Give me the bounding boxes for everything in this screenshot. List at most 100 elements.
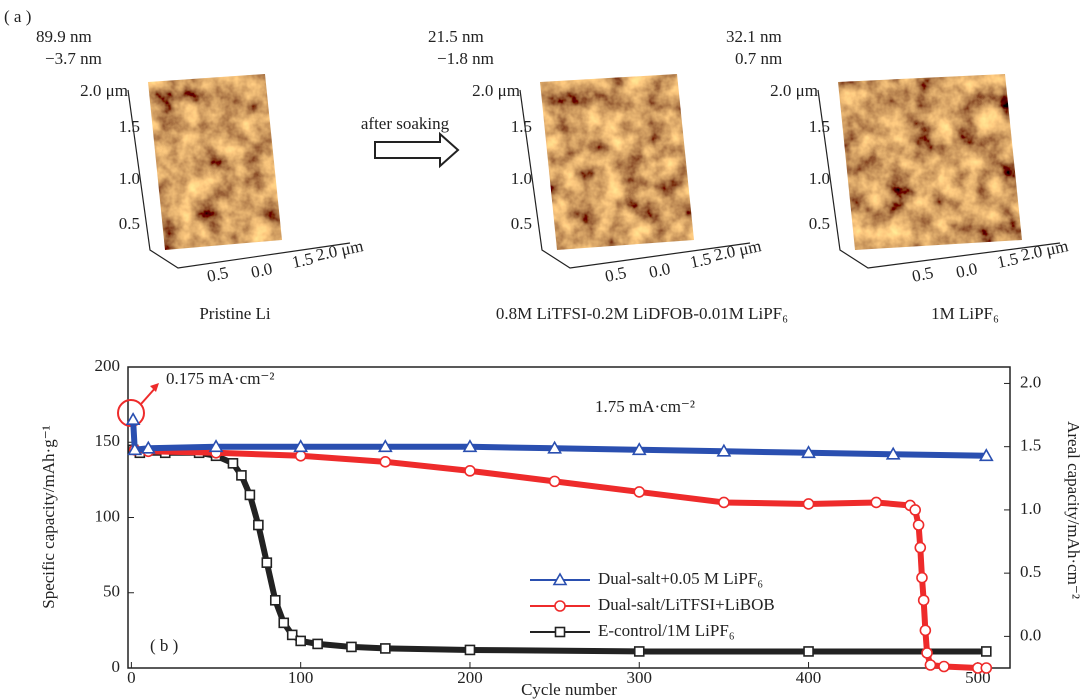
- x-axis-title: Cycle number: [521, 680, 617, 699]
- marker: [718, 496, 730, 509]
- y-tick-label: 1.0: [511, 169, 532, 188]
- y2-tick-label: 0.5: [1020, 562, 1041, 581]
- marker: [462, 439, 478, 453]
- marker: [464, 644, 476, 656]
- marker: [978, 448, 994, 462]
- y-tick-label: 200: [95, 356, 121, 375]
- marker: [127, 442, 143, 456]
- y-tick-label: 100: [95, 506, 121, 525]
- marker: [919, 624, 932, 637]
- z-min-label: −3.7 nm: [45, 49, 102, 68]
- marker: [244, 489, 256, 501]
- axis-line: [127, 89, 351, 269]
- arrow: [374, 131, 460, 169]
- marker: [917, 594, 930, 607]
- marker: [633, 486, 646, 498]
- marker: [140, 440, 156, 454]
- z-max-label: 21.5 nm: [428, 27, 484, 46]
- y-tick-label: 0.5: [809, 214, 830, 233]
- afm-image: 21.5 nm−1.8 nm2.0 μm1.51.00.50.5 0.0 1.5 2.…: [428, 27, 788, 323]
- y-tick-label: 1.0: [119, 169, 140, 188]
- marker: [938, 660, 950, 673]
- marker: [253, 519, 264, 531]
- z-max-label: 89.9 nm: [36, 27, 92, 46]
- marker: [236, 470, 247, 481]
- marker: [125, 412, 141, 425]
- y-tick-label: 150: [95, 431, 121, 450]
- marker: [278, 617, 290, 629]
- caption: 1M LiPF₆: [931, 304, 999, 323]
- marker: [269, 594, 281, 606]
- y-tick-label: 2.0 μm: [770, 81, 818, 100]
- y-tick-label: 0: [112, 657, 121, 676]
- marker: [921, 647, 933, 659]
- annotation: 1.75 mA·cm⁻²: [595, 397, 695, 416]
- marker: [548, 475, 561, 488]
- marker: [295, 635, 306, 647]
- y-tick-label: 50: [103, 582, 120, 601]
- afm-surface: [540, 74, 694, 250]
- y-tick-label: 0.5: [511, 214, 532, 233]
- panel-b: 0 100 200 300 400 5000501001502000.00.51.01.5…: [39, 356, 1083, 699]
- x-tick-label: 1.5: [995, 249, 1020, 272]
- x-tick-label: 100: [288, 668, 314, 687]
- legend-label: E-control/1M LiPF₆: [598, 621, 735, 640]
- x-tick-label: 0.5: [205, 263, 230, 286]
- x-tick-label: 2.0 μm: [1019, 236, 1070, 265]
- marker: [464, 465, 476, 477]
- x-tick-label: 0.5: [910, 263, 935, 286]
- x-tick-label: 0.0: [647, 259, 672, 282]
- marker: [885, 446, 901, 460]
- x-tick-label: 0.5: [603, 263, 628, 286]
- marker: [227, 458, 239, 469]
- marker: [631, 442, 647, 456]
- marker: [916, 571, 928, 584]
- marker: [552, 572, 568, 586]
- panel-label: ( b ): [150, 636, 178, 655]
- axis-line: [519, 89, 751, 269]
- y2-tick-label: 1.0: [1020, 499, 1041, 518]
- marker: [870, 496, 883, 509]
- legend-label: Dual-salt/LiTFSI+LiBOB: [598, 595, 775, 614]
- marker: [633, 646, 645, 657]
- marker: [208, 439, 224, 453]
- marker: [346, 641, 357, 653]
- afm-surface: [838, 74, 1022, 250]
- caption: 0.8M LiTFSI-0.2M LiDFOB-0.01M LiPF₆: [496, 304, 788, 323]
- y-tick-label: 1.5: [511, 117, 532, 136]
- y2-tick-label: 1.5: [1020, 436, 1041, 455]
- x-tick-label: 2.0 μm: [712, 236, 763, 265]
- z-min-label: 0.7 nm: [735, 49, 782, 68]
- x-tick-label: 2.0 μm: [314, 236, 365, 265]
- caption: Pristine Li: [199, 304, 271, 323]
- legend-label: Dual-salt+0.05 M LiPF₆: [598, 569, 763, 588]
- annotation: 0.175 mA·cm⁻²: [166, 369, 275, 388]
- x-tick-label: 1.5: [688, 249, 713, 272]
- y-tick-label: 2.0 μm: [80, 81, 128, 100]
- marker: [293, 439, 309, 453]
- y-tick-label: 0.5: [119, 214, 140, 233]
- x-tick-label: 0: [127, 668, 136, 687]
- y2-tick-label: 2.0: [1020, 372, 1041, 391]
- y-tick-label: 1.5: [119, 117, 140, 136]
- marker: [801, 445, 816, 459]
- y-tick-label: 1.5: [809, 117, 830, 136]
- marker: [980, 646, 992, 657]
- marker: [802, 498, 815, 510]
- marker: [980, 662, 993, 674]
- x-tick-label: 0.0: [954, 259, 979, 282]
- arrow-text: after soaking: [361, 114, 450, 133]
- axis-line: [817, 89, 1061, 269]
- x-tick-label: 300: [627, 668, 653, 687]
- marker: [716, 443, 732, 457]
- marker: [294, 449, 307, 462]
- marker: [379, 456, 392, 468]
- panel-a: ( a ) after soaking 89.9 nm −3.7 nm 2.0 μm…: [4, 7, 1070, 323]
- y-axis-title: Specific capacity/mAh·g⁻¹: [39, 425, 58, 609]
- marker: [554, 626, 566, 638]
- x-tick-label: 0.0: [249, 259, 274, 282]
- marker: [912, 519, 925, 531]
- plot-frame: [127, 366, 1011, 669]
- marker: [909, 504, 921, 516]
